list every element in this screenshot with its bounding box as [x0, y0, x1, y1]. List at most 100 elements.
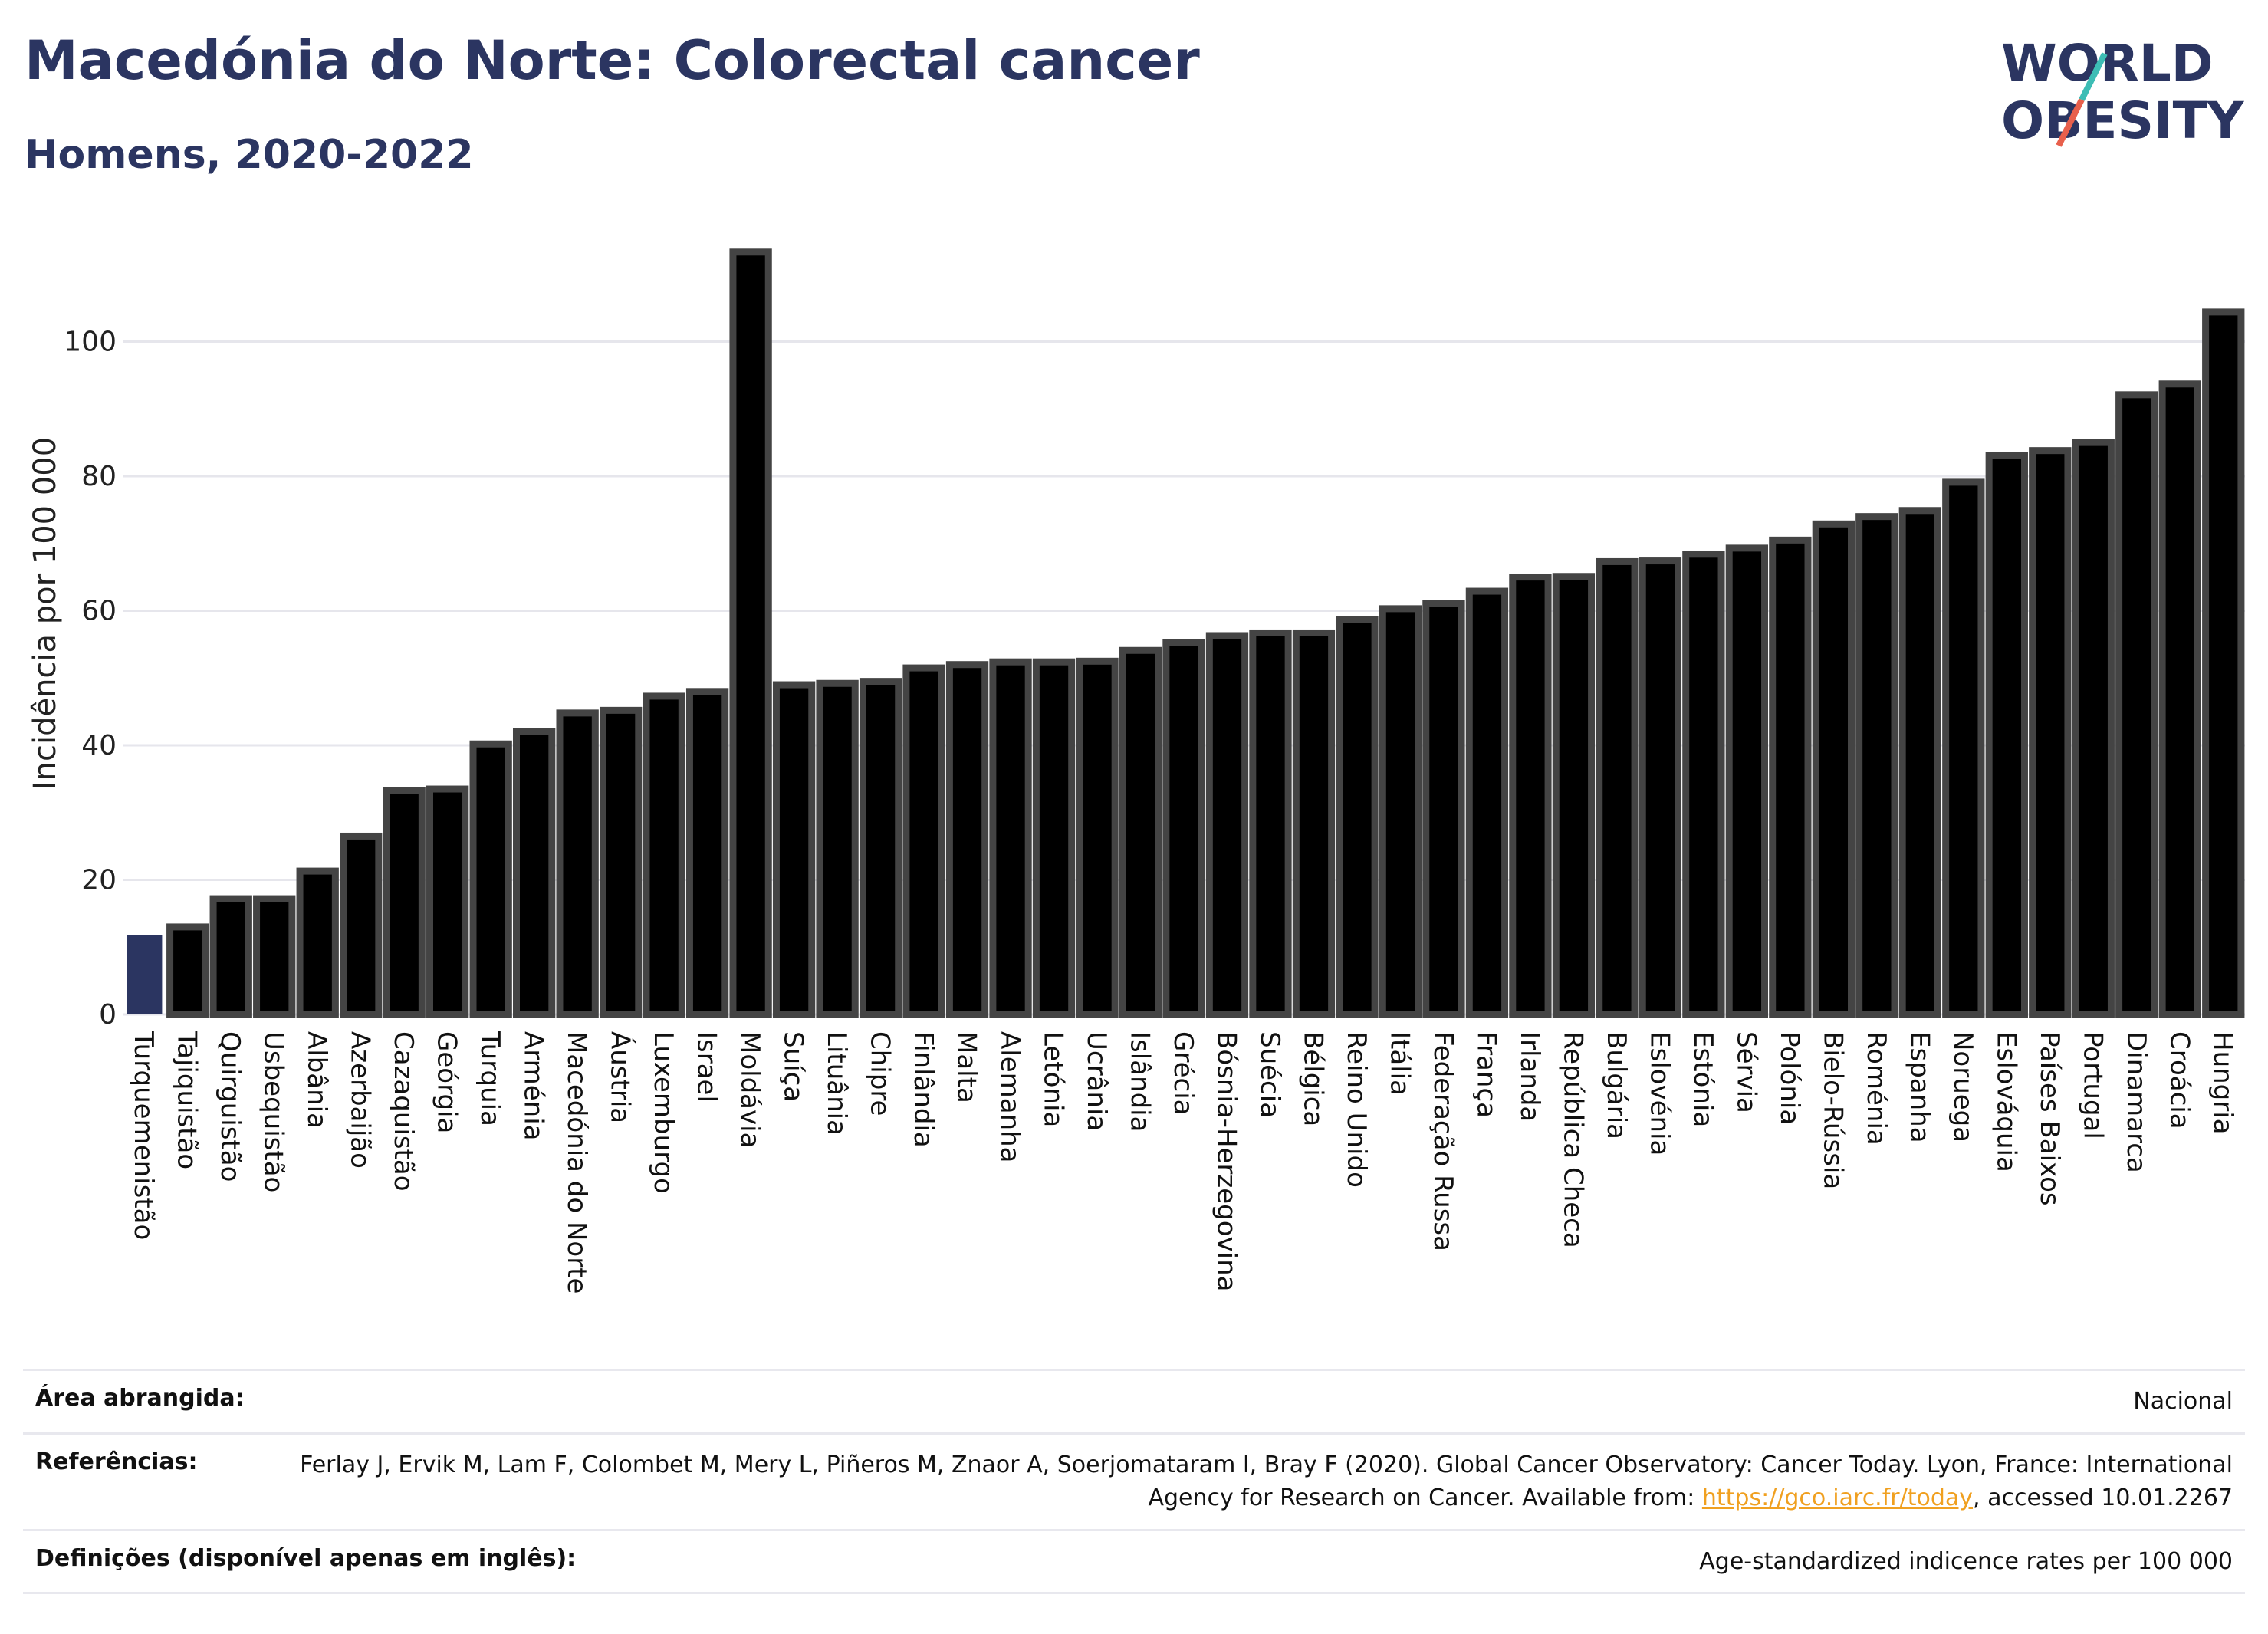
bar — [945, 661, 989, 1018]
references-label: Referências: — [35, 1448, 198, 1475]
x-tick-label: Federação Russa — [1428, 1031, 1458, 1251]
bar — [469, 740, 512, 1018]
y-tick-label: 20 — [81, 865, 117, 896]
x-tick-label: Áustria — [605, 1031, 636, 1123]
bar — [1032, 658, 1076, 1018]
bar — [599, 706, 643, 1018]
info-row-definitions: Definições (disponível apenas em inglês)… — [23, 1528, 2245, 1594]
x-tick-label: Quirguistão — [215, 1031, 245, 1182]
bar — [2202, 308, 2245, 1018]
bar — [166, 923, 209, 1018]
bar — [1379, 605, 1422, 1018]
x-tick-label: Alemanha — [994, 1031, 1025, 1163]
bar — [1942, 478, 1985, 1018]
bar — [859, 678, 902, 1018]
references-value: Ferlay J, Ervik M, Lam F, Colombet M, Me… — [228, 1448, 2233, 1515]
x-tick-label: Dinamarca — [2121, 1031, 2151, 1173]
bar — [1725, 544, 1769, 1018]
bar — [1812, 520, 1855, 1018]
bar — [1249, 629, 1292, 1018]
x-tick-label: França — [1471, 1031, 1501, 1118]
bar — [127, 935, 163, 1014]
x-tick-label: Azerbaijão — [345, 1031, 376, 1169]
y-axis-ticks: 0 20 40 60 80 100 — [64, 327, 117, 1031]
x-tick-label: Eslovénia — [1644, 1031, 1675, 1156]
x-tick-label: Islândia — [1125, 1031, 1155, 1132]
x-tick-label: Malta — [952, 1031, 982, 1103]
y-tick-label: 0 — [99, 999, 117, 1031]
bar — [1076, 657, 1119, 1018]
logo-text-world: WORLD — [2001, 34, 2214, 93]
bar — [1769, 536, 1812, 1018]
x-tick-label: Albânia — [301, 1031, 332, 1129]
y-tick-label: 100 — [64, 327, 117, 358]
bar — [772, 681, 816, 1018]
x-tick-label: Arménia — [518, 1031, 549, 1141]
bar — [816, 679, 859, 1018]
bar — [1639, 557, 1682, 1018]
bar — [1682, 551, 1725, 1018]
bar — [685, 688, 729, 1018]
x-tick-label: Moldávia — [735, 1031, 765, 1148]
bar — [1509, 574, 1552, 1018]
x-tick-label: Turquemenistão — [128, 1031, 159, 1240]
x-tick-label: Itália — [1384, 1031, 1415, 1096]
bar — [2029, 447, 2072, 1018]
x-tick-label: Grécia — [1168, 1031, 1198, 1115]
x-tick-label: República Checa — [1557, 1031, 1588, 1248]
x-tick-label: Letónia — [1038, 1031, 1069, 1127]
x-tick-label: Finlândia — [908, 1031, 938, 1148]
x-tick-label: Irlanda — [1514, 1031, 1545, 1122]
bar — [1336, 616, 1379, 1018]
x-tick-label: Sérvia — [1731, 1031, 1761, 1113]
bar — [1162, 639, 1205, 1018]
x-tick-label: Croácia — [2164, 1031, 2194, 1129]
x-tick-label: Suíça — [778, 1031, 809, 1102]
bar — [1552, 573, 1596, 1018]
x-tick-label: Geórgia — [432, 1031, 462, 1133]
x-tick-label: Macedónia do Norte — [561, 1031, 592, 1294]
bars — [127, 248, 2245, 1018]
bar — [1292, 629, 1336, 1018]
bar — [1465, 587, 1509, 1018]
y-tick-label: 40 — [81, 730, 117, 761]
bar — [1985, 452, 2028, 1018]
logo-slash-teal — [2079, 52, 2108, 101]
bar — [989, 658, 1032, 1018]
bar — [426, 785, 469, 1018]
x-tick-label: Lituânia — [821, 1031, 852, 1136]
x-tick-label: Polónia — [1774, 1031, 1805, 1125]
bar — [296, 867, 339, 1018]
x-tick-label: Roménia — [1861, 1031, 1892, 1146]
bar — [2115, 391, 2158, 1018]
x-tick-label: Turquia — [475, 1031, 505, 1126]
bar — [1119, 646, 1162, 1018]
references-link[interactable]: https://gco.iarc.fr/today — [1701, 1484, 1974, 1511]
bar — [556, 709, 599, 1018]
x-tick-label: Hungria — [2207, 1031, 2238, 1135]
x-tick-label: Bielo-Rússia — [1817, 1031, 1848, 1189]
x-tick-label: Bulgária — [1601, 1031, 1632, 1139]
bar — [1596, 557, 1639, 1018]
x-tick-label: Países Baixos — [2034, 1031, 2065, 1206]
logo-text-obesity: OBESITY — [2001, 91, 2245, 150]
x-tick-label: Espanha — [1904, 1031, 1934, 1143]
world-obesity-logo: WORLD OBESITY — [2001, 34, 2245, 150]
x-axis-labels: Turquemenistão Tajiquistão Quirguistão Usbe… — [128, 1031, 2238, 1294]
bar — [2072, 439, 2115, 1018]
x-tick-label: Portugal — [2077, 1031, 2108, 1139]
bar — [209, 895, 252, 1018]
info-table: Área abrangida: Nacional Referências: Fe… — [23, 1369, 2245, 1594]
y-axis-title: Incidência por 100 000 — [28, 437, 63, 790]
bar — [383, 787, 426, 1018]
x-tick-label: Noruega — [1948, 1031, 1978, 1142]
x-tick-label: Usbequistão — [258, 1031, 289, 1192]
x-tick-label: Ucrânia — [1081, 1031, 1112, 1131]
x-tick-label: Estónia — [1688, 1031, 1718, 1127]
definitions-value: Age-standardized indicence rates per 100… — [1699, 1547, 2233, 1575]
bar — [902, 664, 945, 1018]
bar — [2158, 380, 2201, 1018]
x-tick-label: Chipre — [865, 1031, 896, 1116]
definitions-label: Definições (disponível apenas em inglês)… — [35, 1544, 577, 1572]
x-tick-label: Israel — [692, 1031, 722, 1103]
